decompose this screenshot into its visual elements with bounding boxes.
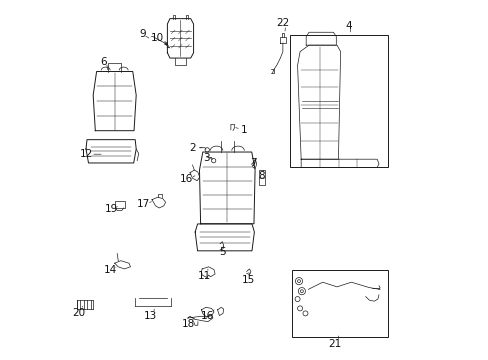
Text: 9: 9 <box>139 29 145 39</box>
Text: 6: 6 <box>101 57 107 67</box>
Bar <box>258 170 265 185</box>
Text: 16: 16 <box>180 174 193 184</box>
Text: 8: 8 <box>258 171 264 181</box>
Text: 3: 3 <box>203 153 209 163</box>
Text: 21: 21 <box>327 339 341 349</box>
Text: 11: 11 <box>197 271 210 281</box>
Bar <box>115 201 125 208</box>
Text: 20: 20 <box>72 309 85 318</box>
Bar <box>290 36 387 167</box>
Text: 5: 5 <box>219 247 226 257</box>
Text: 19: 19 <box>105 204 118 215</box>
Text: 18: 18 <box>182 319 195 329</box>
Text: 15: 15 <box>241 275 254 285</box>
Text: 7: 7 <box>249 158 256 168</box>
Text: 14: 14 <box>103 265 117 275</box>
Text: 12: 12 <box>80 149 93 159</box>
Text: 16: 16 <box>201 311 214 321</box>
Text: 22: 22 <box>276 18 289 28</box>
Text: 10: 10 <box>151 33 164 43</box>
Text: 1: 1 <box>241 125 247 135</box>
Text: 13: 13 <box>143 311 157 321</box>
Text: 2: 2 <box>189 143 195 153</box>
Bar <box>291 270 387 337</box>
Text: 4: 4 <box>345 21 351 31</box>
Text: 17: 17 <box>137 199 150 210</box>
